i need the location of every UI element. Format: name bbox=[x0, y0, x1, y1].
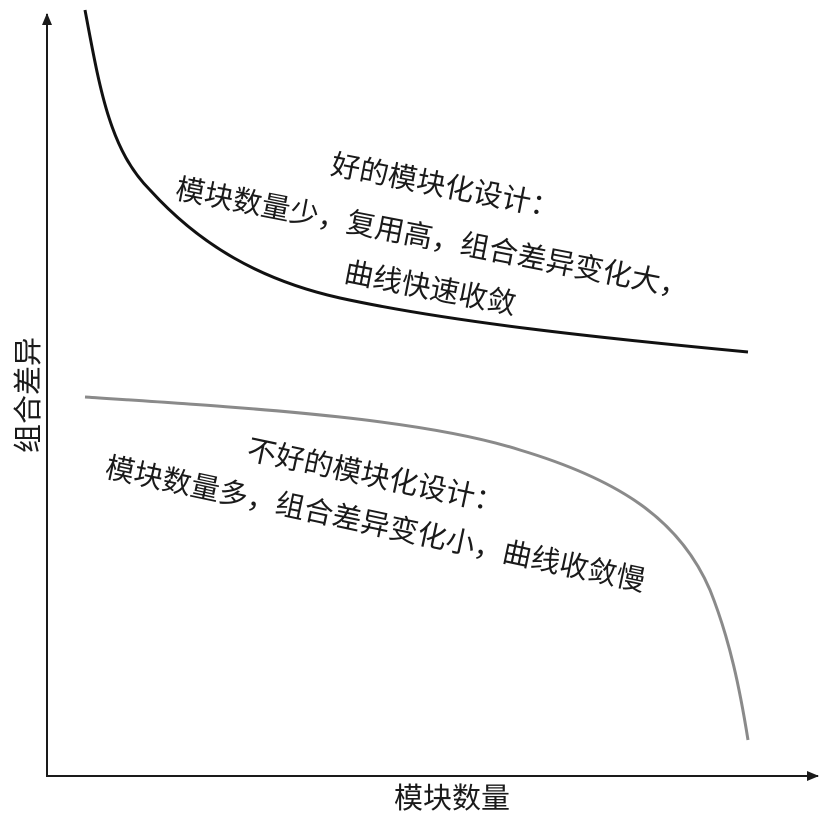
bad-annotation: 不好的模块化设计： 模块数量多，组合差异变化小，曲线收敛慢 bbox=[102, 432, 648, 598]
good-curve bbox=[83, 9, 749, 354]
good-annotation: 好的模块化设计： 模块数量少，复用高，组合差异变化大， 曲线快速收敛 bbox=[173, 147, 692, 321]
x-axis-label: 模块数量 bbox=[394, 781, 510, 815]
bad-curve bbox=[84, 395, 750, 741]
y-axis-label: 组合差异 bbox=[11, 337, 45, 453]
